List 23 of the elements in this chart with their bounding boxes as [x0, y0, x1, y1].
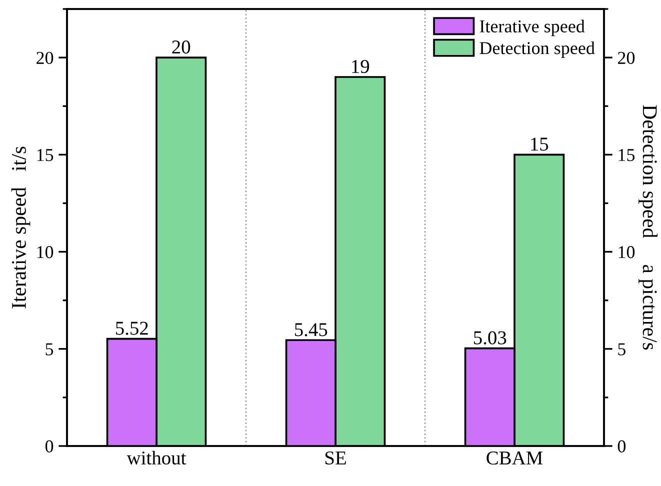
y-tick-label: 0	[45, 440, 54, 452]
x-tick-label: CBAM	[486, 451, 543, 465]
y-tick-label: 20	[36, 52, 54, 64]
data-label: 20	[172, 40, 190, 54]
data-label: 5.45	[295, 323, 328, 336]
y2-tick-label: 15	[618, 149, 635, 162]
y-tick-label: 10	[37, 246, 54, 258]
data-label: 5.03	[474, 331, 506, 344]
legend-label: Iterative speed	[480, 20, 585, 36]
y-tick-label: 15	[37, 149, 54, 162]
y2-tick-label: 5	[618, 343, 626, 356]
y2-tick-label: 10	[618, 246, 635, 258]
x-tick-label: without	[126, 450, 186, 465]
data-label: 15	[531, 138, 548, 151]
y2-axis-title: Detection speed a picture/s	[638, 105, 658, 350]
y2-tick-label: 0	[618, 440, 626, 452]
y-tick-label: 5	[46, 343, 54, 356]
y2-tick-label: 20	[618, 52, 635, 64]
legend-label: Detection speed	[480, 41, 595, 58]
y-axis-title: Iterative speed it/s	[11, 146, 30, 308]
data-label: 19	[352, 60, 370, 74]
data-label: 5.52	[116, 322, 148, 335]
x-tick-label: SE	[325, 451, 346, 465]
